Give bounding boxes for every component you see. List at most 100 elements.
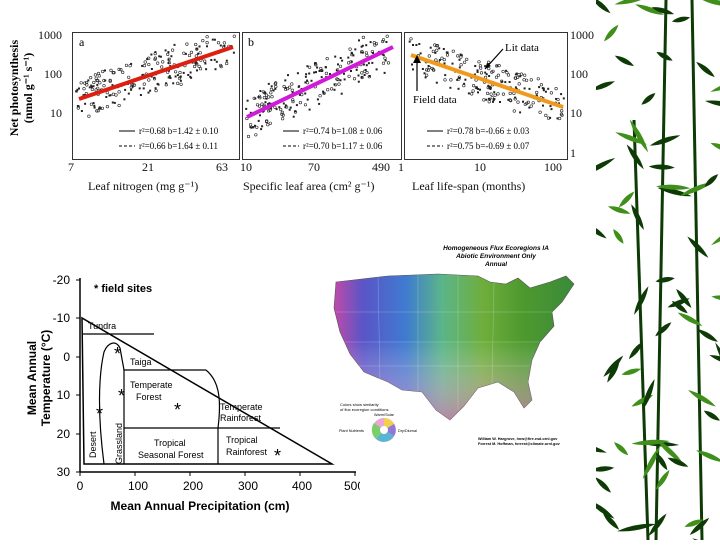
scatter-point (153, 57, 157, 61)
scatter-point (305, 81, 310, 85)
bamboo-leaf (575, 443, 607, 453)
xtick: 7 (68, 160, 74, 174)
xtick: 70 (308, 160, 320, 174)
scatter-point (484, 71, 487, 74)
scatter-point (457, 87, 460, 90)
scatter-point (198, 45, 201, 48)
x-tick-marks (79, 472, 356, 476)
scatter-point (97, 74, 101, 78)
scatter-point (194, 62, 197, 64)
x-tick-label: 300 (238, 479, 258, 493)
scatter-point (360, 45, 363, 48)
scatter-point (249, 126, 252, 129)
scatter-point (322, 92, 325, 95)
scatter-point (266, 123, 270, 127)
annotation-box (501, 39, 547, 55)
scatter-point (337, 63, 339, 66)
scatter-point (424, 76, 427, 79)
scatter-point (501, 92, 505, 96)
scatter-point (365, 64, 368, 67)
biome-desert-wrap: Desert (88, 431, 98, 458)
scatter-point (488, 75, 491, 77)
scatter-point (274, 87, 277, 90)
scatter-point (215, 60, 218, 63)
scatter-point (361, 44, 364, 47)
scatter-point (479, 88, 481, 91)
scatter-point (260, 102, 264, 106)
bamboo-leaf (704, 100, 720, 108)
scatter-point (556, 97, 560, 102)
y-tick-label: -10 (53, 311, 71, 325)
scatter-point (255, 103, 260, 107)
scatter-point (304, 92, 307, 95)
scatter-point (554, 86, 558, 91)
scatter-point (515, 75, 520, 80)
scatter-point (90, 87, 95, 92)
stats-line: r²=0.66 b=1.64 ± 0.11 (139, 141, 218, 151)
scatter-point (288, 108, 291, 111)
bamboo-leaf (618, 191, 635, 208)
scatter-point (442, 58, 446, 62)
scatter-point (307, 65, 312, 69)
scatter-point (147, 56, 151, 60)
scatter-point (536, 77, 540, 81)
scatter-point (451, 49, 455, 53)
scatter-point (558, 116, 562, 121)
scatter-point (167, 51, 170, 54)
color-wheel-slice (371, 423, 384, 439)
scatter-point (519, 111, 522, 114)
scatter-point (535, 94, 538, 97)
scatter-point (381, 53, 384, 56)
scatter-point (196, 69, 198, 72)
color-wheel-slice (384, 424, 396, 436)
scatter-point (492, 99, 495, 102)
scatter-point (161, 60, 165, 64)
ecoregion-map-canvas: Homogeneous Flux Ecoregions IA Abiotic E… (333, 245, 575, 446)
scatter-point (352, 77, 357, 81)
scatter-point (254, 124, 256, 127)
bamboo-leaf (649, 135, 681, 146)
ecoregion-map: Homogeneous Flux Ecoregions IA Abiotic E… (318, 242, 588, 447)
scatter-point (485, 91, 490, 96)
scatter-point (308, 72, 311, 75)
stats-line: r²=0.78 b=-0.66 ± 0.03 (447, 126, 530, 136)
scatter-point (102, 84, 106, 88)
scatter-point (275, 108, 278, 111)
map-title-line2: Abiotic Environment Only (455, 253, 536, 260)
x-axis-label-a: Leaf nitrogen (mg g⁻¹) (88, 179, 199, 193)
scatter-point (291, 91, 294, 94)
scatter-point (360, 71, 364, 75)
bamboo-leaf (635, 4, 665, 15)
scatter-point (339, 57, 342, 59)
scatter-point (232, 34, 236, 38)
bamboo-leaf (655, 452, 668, 471)
scatter-point (549, 116, 552, 119)
scatter-point (477, 88, 480, 90)
scatter-point (315, 71, 317, 74)
scatter-point (324, 71, 328, 76)
scatter-point (528, 106, 531, 109)
bamboo-leaf (614, 55, 635, 66)
scatter-point (465, 57, 469, 62)
scatter-point (560, 109, 564, 113)
scatter-point (324, 66, 327, 69)
scatter-point (90, 84, 93, 87)
scatter-point (438, 47, 441, 50)
scatter-point (457, 75, 462, 79)
scatter-point (322, 90, 325, 93)
scatter-point (194, 42, 198, 47)
x-axis-title: Mean Annual Precipitation (cm) (111, 499, 290, 513)
bamboo-leaf (710, 79, 720, 92)
fit-line (410, 53, 564, 109)
scatter-point (343, 78, 346, 81)
scatter-point (111, 101, 114, 104)
bamboo-leaf (655, 322, 672, 337)
left-ytick: 100 (44, 67, 62, 81)
map-title-line1: Homogeneous Flux Ecoregions IA (443, 245, 549, 252)
biome-tropical-rainforest-2: Rainforest (226, 447, 268, 457)
scatter-point (167, 62, 170, 64)
scatter-point (474, 65, 477, 67)
scatter-point (174, 75, 177, 78)
field-site-marker: * (274, 446, 281, 466)
scatter-point (449, 78, 453, 82)
